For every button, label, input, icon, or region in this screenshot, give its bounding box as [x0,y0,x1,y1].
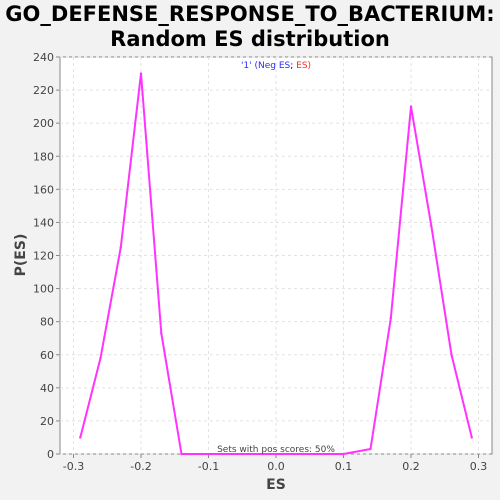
legend-neg-text: '1' (Neg ES [240,61,291,71]
data-point [119,246,122,249]
x-tick-label: 0.3 [470,460,488,473]
y-tick-label: 140 [33,216,54,229]
y-tick-label: 240 [33,51,54,64]
y-tick-label: 120 [33,250,54,263]
x-tick-label: -0.3 [63,460,84,473]
y-tick-label: 100 [33,283,54,296]
data-point [450,353,453,356]
data-point [139,72,143,75]
y-tick-label: 60 [40,349,54,362]
x-tick-label: 0.1 [335,460,353,473]
data-point [180,452,183,456]
y-tick-label: 40 [40,382,54,395]
pos-score-annotation: Sets with pos scores: 50% [217,445,335,455]
y-tick-label: 20 [40,415,54,428]
legend-pos-text: ES) [296,61,312,71]
data-point [79,436,82,439]
data-point [281,452,284,456]
data-point [241,452,244,456]
data-point [261,452,264,456]
y-tick-label: 200 [33,117,54,130]
x-tick-label: 0.2 [402,460,420,473]
y-tick-label: 220 [33,84,54,97]
y-axis-label: P(ES) [13,233,29,277]
x-tick-label: -0.1 [198,460,219,473]
legend-separator: ; [290,61,297,71]
x-axis-label: ES [266,477,286,493]
legend: '1' (Neg ES; ES) [241,61,311,71]
data-point [160,332,163,335]
x-tick-label: -0.2 [130,460,151,473]
data-point [220,452,224,456]
data-point [470,436,473,439]
series-line [79,72,473,455]
data-point [430,224,433,227]
data-point [369,447,372,451]
data-point [301,452,305,456]
y-tick-label: 80 [40,316,54,329]
chart-title: GO_DEFENSE_RESPONSE_TO_BACTERIUM: Random… [0,2,500,52]
data-point [342,452,345,456]
y-tick-label: 160 [33,183,54,196]
data-point [389,317,392,320]
data-point [200,452,203,456]
data-point [99,356,102,360]
chart-title-line-1: GO_DEFENSE_RESPONSE_TO_BACTERIUM: [5,2,495,26]
chart-title-line-2: Random ES distribution [110,27,390,51]
y-tick-label: 0 [47,448,54,461]
y-tick-label: 180 [33,150,54,163]
data-point [322,452,325,456]
x-tick-label: 0.0 [267,460,285,473]
data-point [409,105,413,108]
